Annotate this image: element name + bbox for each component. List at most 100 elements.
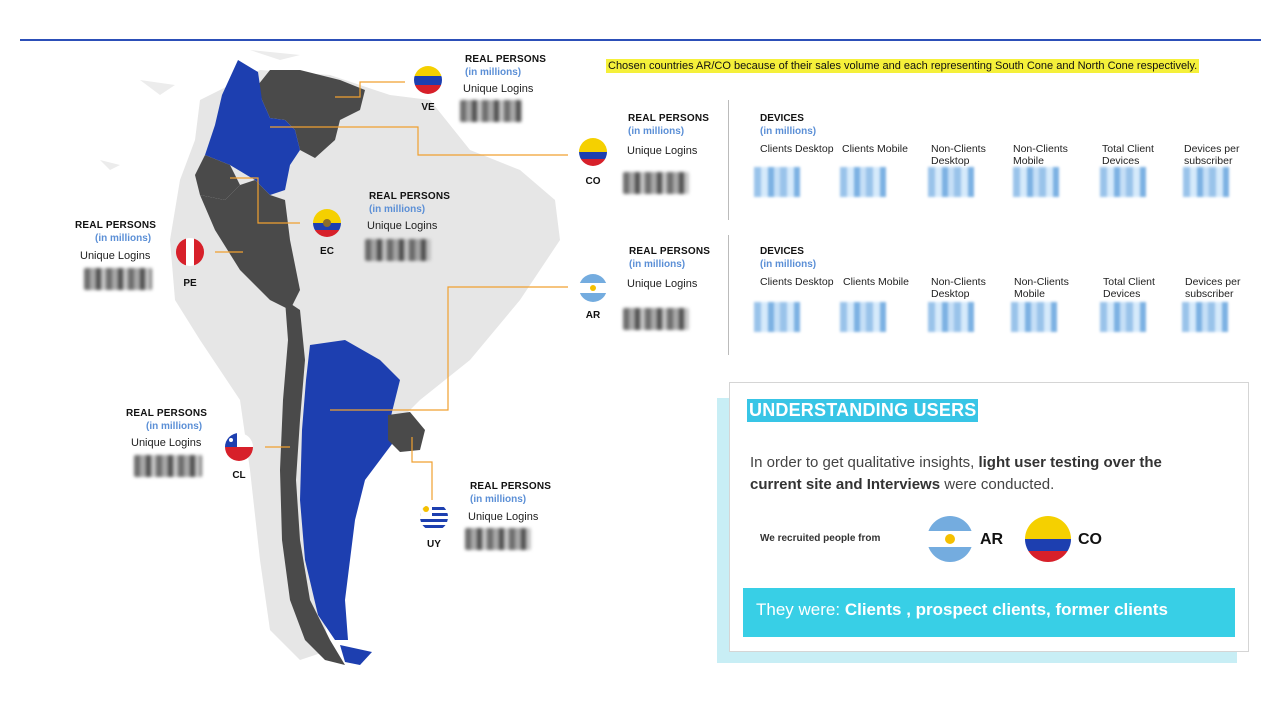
connector-ar: [330, 286, 568, 411]
venezuela-shape: [258, 70, 365, 158]
ec-real-persons: REAL PERSONS: [369, 191, 451, 202]
cl-flag-icon: [225, 433, 253, 461]
co-blurred-cell: [840, 167, 886, 197]
uy-real-persons: REAL PERSONS: [470, 481, 552, 492]
ar-col-nonclients-mobile: Non-Clients Mobile: [1014, 276, 1069, 300]
ve-unique-logins: Unique Logins: [463, 83, 534, 95]
text-post: were conducted.: [944, 476, 1055, 493]
ar-flag-icon: [579, 274, 607, 302]
pe-real-persons: REAL PERSONS: [75, 220, 157, 231]
co-real-persons: REAL PERSONS: [628, 113, 710, 124]
cl-in-millions: (in millions): [146, 421, 203, 432]
ar-col-clients-desktop: Clients Desktop: [760, 276, 834, 288]
ar-blurred-cell: [1011, 302, 1057, 332]
pe-flag-icon: [176, 238, 204, 266]
pe-blurred-value: [84, 268, 152, 290]
co-big-flag-icon: [1025, 516, 1071, 562]
participants-bar: [743, 588, 1235, 637]
cl-code: CL: [232, 470, 246, 481]
argentina-shape: [300, 340, 400, 640]
ec-flag-icon: [313, 209, 341, 237]
pe-unique-logins: Unique Logins: [80, 250, 151, 262]
ar-col-devices-per-subscriber: Devices per subscriber: [1185, 276, 1241, 300]
ar-blurred-cell: [1182, 302, 1228, 332]
understanding-users-title: UNDERSTANDING USERS: [747, 399, 979, 422]
recruit-country-ar: AR: [980, 531, 1004, 548]
uy-in-millions: (in millions): [470, 494, 527, 505]
ar-blurred-cell: [840, 302, 886, 332]
they-were-label: They were:: [756, 600, 841, 619]
pe-code: PE: [183, 278, 197, 289]
connector-ve: [335, 81, 405, 98]
connector-co: [270, 126, 568, 156]
co-col-nonclients-desktop: Non-Clients Desktop: [931, 143, 986, 167]
participants-text: They were: Clients , prospect clients, f…: [756, 600, 1168, 620]
ec-code: EC: [320, 246, 334, 257]
text-bold: light user testing over the current site…: [750, 454, 1162, 493]
co-blurred-cell: [1183, 167, 1229, 197]
ar-blurred-value: [623, 308, 689, 330]
co-unique-logins: Unique Logins: [627, 145, 698, 157]
ve-flag-icon: [414, 66, 442, 94]
co-flag-icon: [579, 138, 607, 166]
ar-col-nonclients-desktop: Non-Clients Desktop: [931, 276, 986, 300]
text-pre: In order to get qualitative insights,: [750, 454, 975, 471]
co-blurred-cell: [1100, 167, 1146, 197]
ve-real-persons: REAL PERSONS: [465, 54, 547, 65]
co-blurred-value: [623, 172, 689, 194]
ve-in-millions: (in millions): [465, 67, 522, 78]
ec-blurred-value: [365, 239, 431, 261]
ar-blurred-cell: [754, 302, 800, 332]
co-devices-heading: DEVICES: [760, 113, 804, 124]
ecuador-shape: [195, 155, 240, 200]
ar-real-persons: REAL PERSONS: [629, 246, 711, 257]
south-america-map: [100, 50, 568, 665]
ec-unique-logins: Unique Logins: [367, 220, 438, 232]
co-blurred-cell: [754, 167, 800, 197]
ec-in-millions: (in millions): [369, 204, 426, 215]
co-divider: [728, 100, 729, 220]
co-in-millions: (in millions): [628, 126, 685, 137]
participant-groups: Clients , prospect clients, former clien…: [844, 600, 1168, 619]
co-blurred-cell: [928, 167, 974, 197]
ar-devices-heading: DEVICES: [760, 246, 804, 257]
co-code: CO: [585, 176, 601, 187]
co-devices-in-millions: (in millions): [760, 126, 817, 137]
co-blurred-cell: [1013, 167, 1059, 197]
top-rule: [20, 39, 1261, 41]
co-col-clients-desktop: Clients Desktop: [760, 143, 834, 155]
ar-blurred-cell: [928, 302, 974, 332]
cl-unique-logins: Unique Logins: [131, 437, 202, 449]
ar-blurred-cell: [1100, 302, 1146, 332]
ar-divider: [728, 235, 729, 355]
ar-devices-in-millions: (in millions): [760, 259, 817, 270]
connector-uy: [411, 437, 433, 500]
ar-big-flag-icon: [927, 516, 973, 562]
co-col-total-client-devices: Total Client Devices: [1102, 143, 1154, 167]
uy-blurred-value: [465, 528, 531, 550]
tierra-del-fuego: [340, 645, 372, 665]
cl-real-persons: REAL PERSONS: [126, 408, 208, 419]
ar-unique-logins: Unique Logins: [627, 278, 698, 290]
colombia-shape: [205, 60, 300, 195]
pe-in-millions: (in millions): [95, 233, 152, 244]
uy-flag-icon: [420, 503, 448, 531]
connector-ec: [230, 177, 300, 224]
uy-code: UY: [427, 539, 441, 550]
ar-col-clients-mobile: Clients Mobile: [843, 276, 909, 288]
understanding-users-text: In order to get qualitative insights, li…: [750, 452, 1210, 496]
peru-shape: [200, 180, 300, 310]
ar-in-millions: (in millions): [629, 259, 686, 270]
cl-blurred-value: [134, 455, 202, 477]
ve-blurred-value: [460, 100, 522, 122]
co-col-devices-per-subscriber: Devices per subscriber: [1184, 143, 1240, 167]
recruited-label: We recruited people from: [760, 533, 881, 544]
uy-unique-logins: Unique Logins: [468, 511, 539, 523]
ar-col-total-client-devices: Total Client Devices: [1103, 276, 1155, 300]
selection-note: Chosen countries AR/CO because of their …: [606, 59, 1200, 73]
ar-code: AR: [585, 310, 601, 321]
uruguay-shape: [388, 412, 425, 452]
co-col-clients-mobile: Clients Mobile: [842, 143, 908, 155]
connector-lines: [215, 81, 568, 500]
ve-code: VE: [421, 102, 435, 113]
